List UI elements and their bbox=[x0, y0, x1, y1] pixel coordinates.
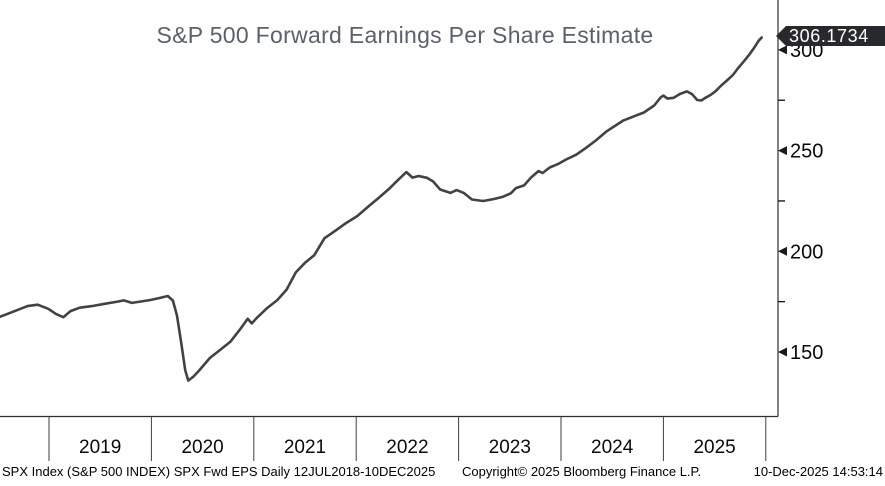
y-tick-label: 200 bbox=[790, 241, 823, 263]
year-label: 2021 bbox=[284, 437, 326, 458]
y-tick-arrow-icon bbox=[778, 45, 787, 55]
footer-source-text: SPX Index (S&P 500 INDEX) SPX Fwd EPS Da… bbox=[2, 464, 436, 479]
last-value-badge: 306.1734 bbox=[776, 26, 885, 46]
footer-timestamp: 10-Dec-2025 14:53:14 bbox=[753, 464, 883, 479]
year-label: 2020 bbox=[181, 437, 223, 458]
year-label: 2025 bbox=[693, 437, 735, 458]
year-label: 2022 bbox=[386, 437, 428, 458]
eps-line-series[interactable] bbox=[0, 36, 764, 382]
y-tick-arrow-icon bbox=[778, 146, 787, 156]
y-tick-arrow-icon bbox=[778, 347, 787, 357]
chart-title: S&P 500 Forward Earnings Per Share Estim… bbox=[156, 22, 654, 48]
y-tick-label: 150 bbox=[790, 342, 823, 364]
year-label: 2019 bbox=[79, 437, 121, 458]
year-label: 2023 bbox=[489, 437, 531, 458]
y-tick-arrow-icon bbox=[778, 246, 787, 256]
year-label: 2024 bbox=[591, 437, 634, 458]
y-tick-label: 250 bbox=[790, 141, 823, 163]
footer-copyright-text: Copyright© 2025 Bloomberg Finance L.P. bbox=[462, 464, 702, 479]
last-value-label: 306.1734 bbox=[789, 26, 869, 46]
